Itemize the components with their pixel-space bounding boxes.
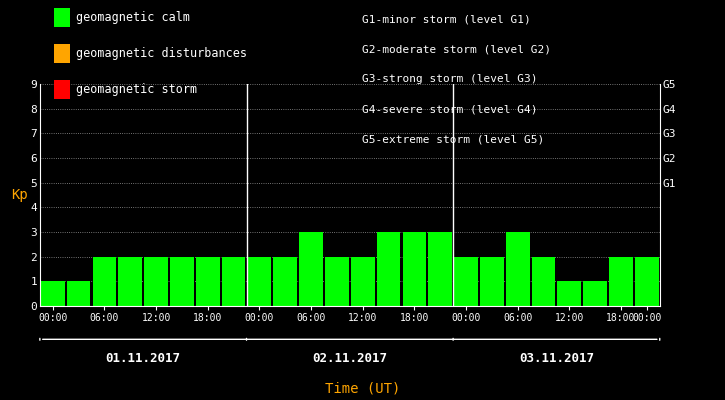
Bar xyxy=(351,257,375,306)
Y-axis label: Kp: Kp xyxy=(11,188,28,202)
Bar xyxy=(325,257,349,306)
Bar xyxy=(377,232,400,306)
Bar xyxy=(506,232,529,306)
Bar xyxy=(222,257,246,306)
Text: geomagnetic storm: geomagnetic storm xyxy=(76,83,197,96)
Bar xyxy=(170,257,194,306)
Text: G3-strong storm (level G3): G3-strong storm (level G3) xyxy=(362,74,538,84)
Bar xyxy=(196,257,220,306)
Text: G2-moderate storm (level G2): G2-moderate storm (level G2) xyxy=(362,44,552,54)
Text: 01.11.2017: 01.11.2017 xyxy=(106,352,181,365)
Bar xyxy=(531,257,555,306)
Text: Time (UT): Time (UT) xyxy=(325,382,400,396)
Text: G1-minor storm (level G1): G1-minor storm (level G1) xyxy=(362,14,531,24)
Bar xyxy=(402,232,426,306)
Bar xyxy=(93,257,116,306)
Bar xyxy=(635,257,659,306)
Bar xyxy=(41,281,65,306)
Bar xyxy=(118,257,142,306)
Bar xyxy=(67,281,91,306)
Text: 02.11.2017: 02.11.2017 xyxy=(312,352,387,365)
Text: geomagnetic disturbances: geomagnetic disturbances xyxy=(76,47,247,60)
Bar xyxy=(584,281,607,306)
Bar xyxy=(558,281,581,306)
Text: G5-extreme storm (level G5): G5-extreme storm (level G5) xyxy=(362,134,544,144)
Text: geomagnetic calm: geomagnetic calm xyxy=(76,11,190,24)
Bar xyxy=(247,257,271,306)
Bar xyxy=(454,257,478,306)
Bar xyxy=(428,232,452,306)
Bar xyxy=(609,257,633,306)
Text: 03.11.2017: 03.11.2017 xyxy=(519,352,594,365)
Bar xyxy=(480,257,504,306)
Bar xyxy=(144,257,168,306)
Bar xyxy=(273,257,297,306)
Bar xyxy=(299,232,323,306)
Text: G4-severe storm (level G4): G4-severe storm (level G4) xyxy=(362,104,538,114)
